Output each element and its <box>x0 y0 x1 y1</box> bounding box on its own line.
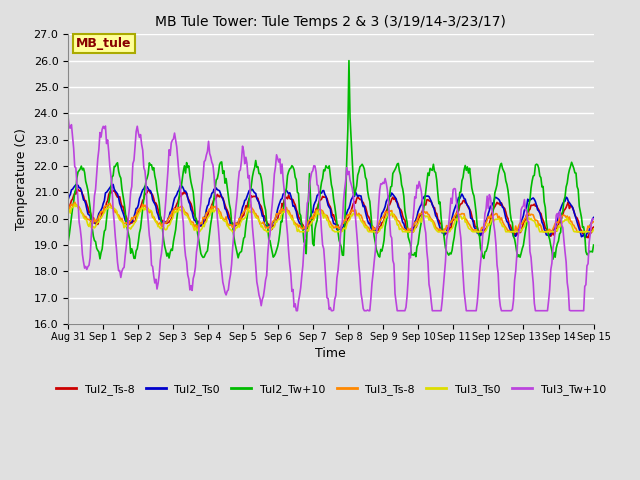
X-axis label: Time: Time <box>316 347 346 360</box>
Legend: Tul2_Ts-8, Tul2_Ts0, Tul2_Tw+10, Tul3_Ts-8, Tul3_Ts0, Tul3_Tw+10: Tul2_Ts-8, Tul2_Ts0, Tul2_Tw+10, Tul3_Ts… <box>51 380 611 399</box>
Y-axis label: Temperature (C): Temperature (C) <box>15 128 28 230</box>
Title: MB Tule Tower: Tule Temps 2 & 3 (3/19/14-3/23/17): MB Tule Tower: Tule Temps 2 & 3 (3/19/14… <box>156 15 506 29</box>
Text: MB_tule: MB_tule <box>76 37 132 50</box>
